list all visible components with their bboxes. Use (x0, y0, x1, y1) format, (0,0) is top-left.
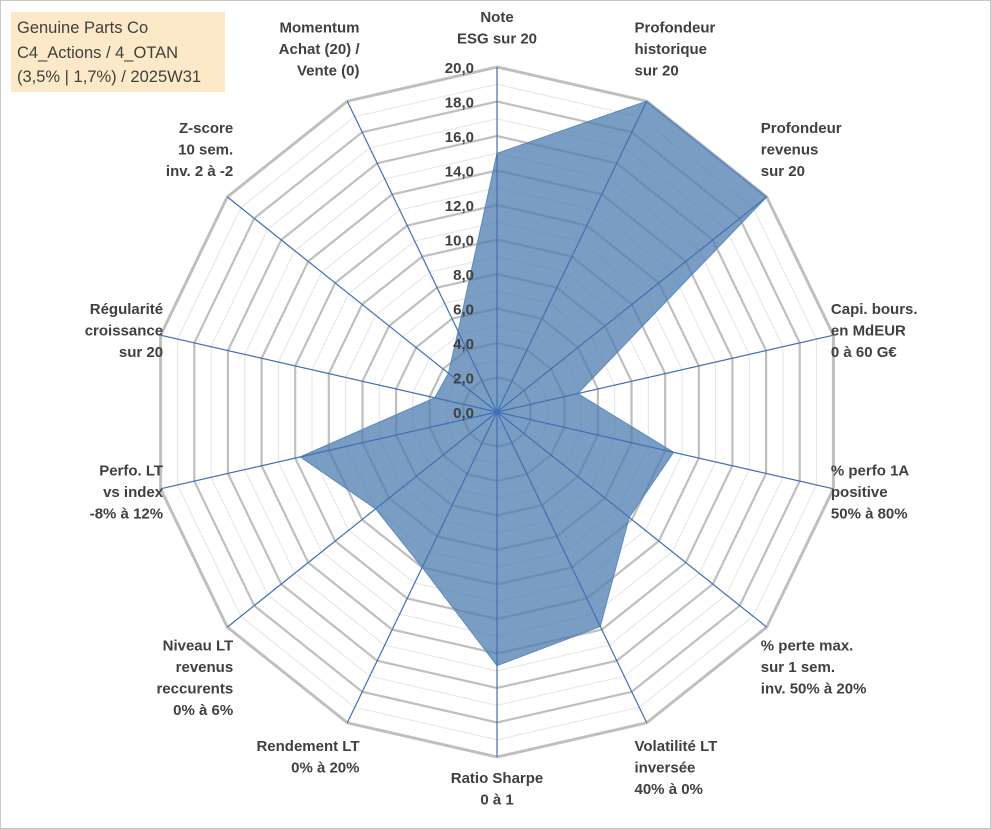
axis-label-line: Achat (20) / (279, 41, 361, 58)
axis-label-line: 40% à 0% (635, 781, 703, 798)
axis-label-line: croissance (85, 323, 163, 340)
axis-label-line: Profondeur (635, 19, 716, 36)
axis-label: Profondeur revenus sur 20 (761, 120, 842, 180)
axis-label: Momentum Achat (20) / Vente (0) (279, 19, 361, 79)
axis-label-line: Volatilité LT (635, 738, 718, 755)
axis-label-line: 50% à 80% (831, 506, 908, 523)
axis-spoke (496, 334, 834, 413)
tick-label: 20,0 (445, 60, 474, 77)
axis-label: % perte max. sur 1 sem. inv. 50% à 20% (761, 637, 867, 697)
axis-label: Rendement LT 0% à 20% (256, 738, 359, 777)
axis-label-line: historique (635, 41, 708, 58)
tick-label: 0,0 (453, 405, 474, 422)
axis-label-line: Profondeur (761, 120, 842, 137)
axis-label-line: 0 à 1 (480, 792, 513, 809)
axis-label-line: % perte max. (761, 637, 854, 654)
axis-label: Perfo. LT vs index -8% à 12% (90, 463, 164, 523)
title-line-1: Genuine Parts Co (17, 19, 149, 37)
axis-spoke (346, 100, 498, 413)
axis-label-line: Capi. bours. (831, 301, 918, 318)
tick-label: 14,0 (445, 164, 474, 181)
axis-label-line: Ratio Sharpe (451, 770, 544, 787)
axis-label-line: Z-score (179, 120, 233, 137)
axis-spoke (496, 411, 768, 628)
axis-label-line: Vente (0) (297, 62, 360, 79)
axis-label-line: sur 20 (635, 62, 679, 79)
tick-label: 16,0 (445, 129, 474, 146)
axis-label-line: Régularité (90, 301, 163, 318)
axis-label-line: 10 sem. (178, 142, 233, 159)
title-line-3: (3,5% | 1,7%) / 2025W31 (17, 68, 202, 86)
axis-label-line: Rendement LT (256, 738, 359, 755)
axis-label-line: vs index (103, 484, 164, 501)
axis-label-line: sur 20 (119, 344, 163, 361)
axis-label-line: 0% à 6% (173, 702, 233, 719)
axis-label: Capi. bours. en MdEUR 0 à 60 G€ (831, 301, 918, 361)
axis-label-line: revenus (176, 659, 234, 676)
axis-label-line: Note (480, 9, 513, 26)
axis-spoke (160, 334, 498, 413)
axis-spoke (226, 411, 498, 628)
axis-labels: Note ESG sur 20 Profondeur historique sur 20… (85, 9, 918, 809)
axis-label-line: Niveau LT (163, 637, 234, 654)
axis-label-line: inv. 50% à 20% (761, 680, 867, 697)
axis-spoke (496, 411, 648, 724)
tick-label: 2,0 (453, 371, 474, 388)
axis-label-line: reccurents (156, 680, 233, 697)
axis-label-line: positive (831, 484, 888, 501)
tick-label: 12,0 (445, 198, 474, 215)
axis-label: Z-score 10 sem. inv. 2 à -2 (166, 120, 233, 180)
axis-label: % perfo 1A positive 50% à 80% (831, 463, 910, 523)
axis-spokes (160, 67, 834, 757)
axis-label: Volatilité LT inversée 40% à 0% (635, 738, 718, 798)
tick-label: 18,0 (445, 95, 474, 112)
axis-label-line: Perfo. LT (99, 463, 163, 480)
axis-label: Régularité croissance sur 20 (85, 301, 163, 361)
axis-spoke (226, 196, 498, 413)
radial-tick-labels: 0,0 2,0 4,0 6,0 8,0 10,0 12,0 14,0 16,0 18,0 20,0 (445, 60, 474, 422)
axis-label: Note ESG sur 20 (457, 9, 537, 48)
axis-label-line: ESG sur 20 (457, 31, 537, 48)
tick-label: 6,0 (453, 302, 474, 319)
axis-spoke (496, 411, 834, 490)
axis-label-line: 0% à 20% (291, 760, 359, 777)
tick-label: 10,0 (445, 233, 474, 250)
axis-label-line: Momentum (280, 19, 360, 36)
axis-label-line: 0 à 60 G€ (831, 344, 898, 361)
axis-spoke (496, 196, 768, 413)
axis-label-line: -8% à 12% (90, 506, 163, 523)
axis-label-line: revenus (761, 142, 819, 159)
axis-label: Profondeur historique sur 20 (635, 19, 716, 79)
axis-label: Niveau LT revenus reccurents 0% à 6% (156, 637, 233, 719)
axis-label-line: sur 20 (761, 163, 805, 180)
axis-label-line: en MdEUR (831, 323, 906, 340)
axis-label-line: % perfo 1A (831, 463, 910, 480)
tick-label: 8,0 (453, 267, 474, 284)
tick-label: 4,0 (453, 336, 474, 353)
axis-label-line: inv. 2 à -2 (166, 163, 233, 180)
axis-label-line: sur 1 sem. (761, 659, 835, 676)
axis-label-line: inversée (635, 760, 696, 777)
title-box: Genuine Parts Co C4_Actions / 4_OTAN (3,… (11, 12, 225, 92)
axis-label: Ratio Sharpe 0 à 1 (451, 770, 544, 809)
axis-spoke (160, 411, 498, 490)
title-line-2: C4_Actions / 4_OTAN (17, 43, 179, 62)
axis-spoke (346, 411, 498, 724)
axis-spoke (496, 100, 648, 413)
